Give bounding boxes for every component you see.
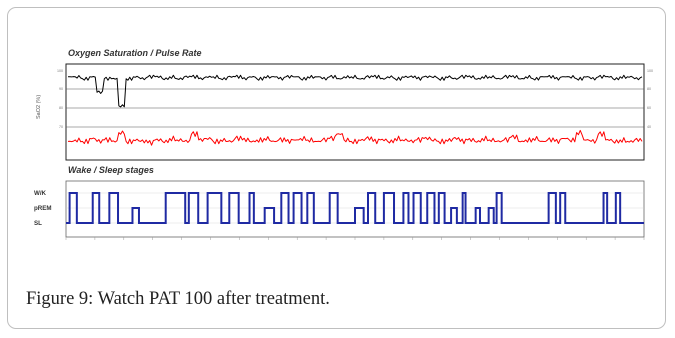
figure-caption: Figure 9: Watch PAT 100 after treatment.	[26, 289, 330, 309]
figure-card: Oxygen Saturation / Pulse Rate 100 90 80 70…	[7, 7, 666, 329]
sleep-plot-area: W/K pREM SL	[34, 190, 645, 240]
y-tick-left: 70	[59, 125, 63, 129]
y-tick-left: 90	[59, 87, 63, 91]
figure-image: Oxygen Saturation / Pulse Rate 100 90 80 70…	[34, 49, 653, 240]
stage-label-prem: pREM	[34, 205, 52, 212]
stage-label-sl: SL	[34, 220, 42, 227]
y-tick-right: 100	[647, 69, 653, 73]
chart-title-oxygen: Oxygen Saturation / Pulse Rate	[68, 49, 202, 58]
y-tick-right: 40	[647, 125, 651, 129]
oxygen-plot-area: 100 90 80 70 100 80 60 40	[57, 69, 653, 146]
y-tick-left: 100	[57, 69, 63, 73]
y-tick-right: 80	[647, 87, 651, 91]
sao2-series-line	[67, 74, 643, 108]
oxygen-plot-frame	[65, 63, 645, 161]
y-tick-right: 60	[647, 106, 651, 110]
y-tick-left: 80	[59, 106, 63, 110]
sleep-stage-series-line	[66, 192, 644, 224]
y-axis-label-sao2: SaO2 (%)	[36, 95, 42, 119]
pulse-rate-series-line	[67, 129, 643, 146]
chart-title-sleep: Wake / Sleep stages	[68, 165, 154, 175]
stage-label-wk: W/K	[34, 190, 47, 197]
